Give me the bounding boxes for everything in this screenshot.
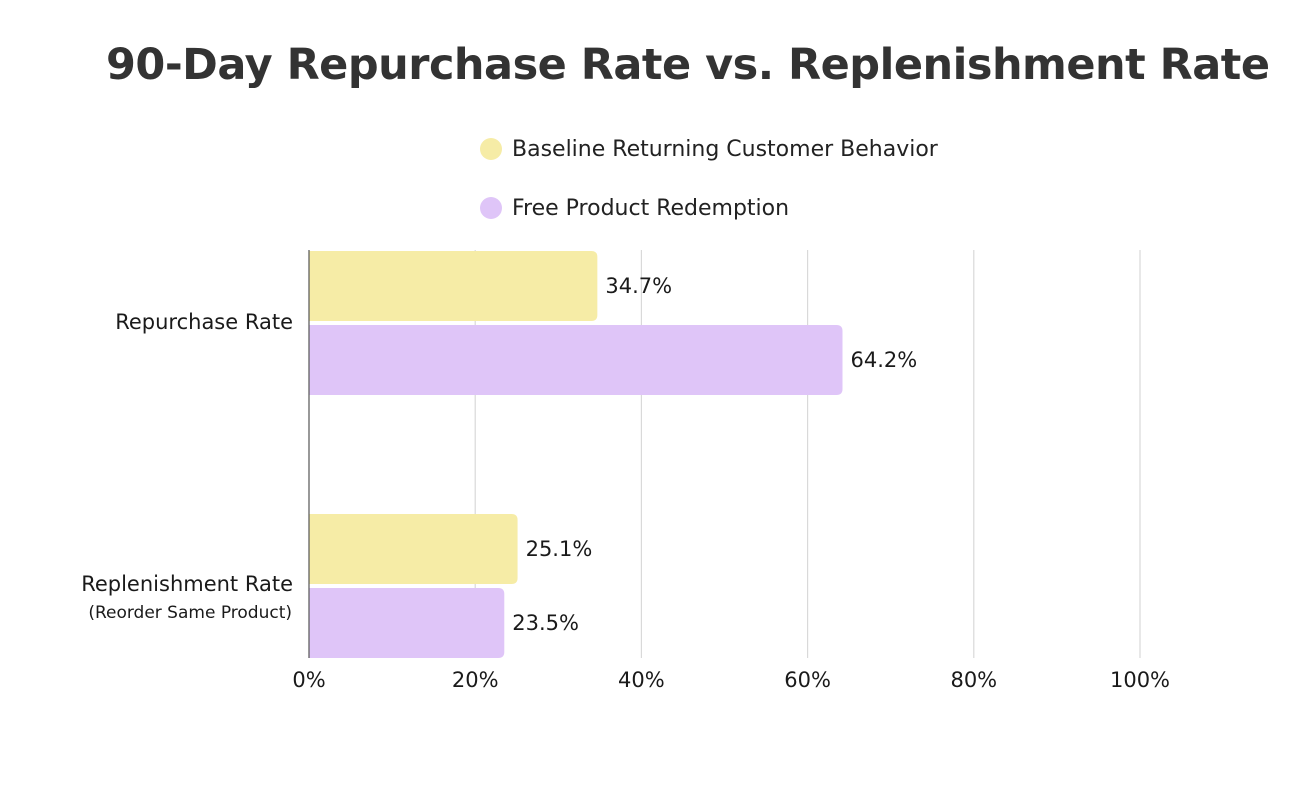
legend-item-free-product: Free Product Redemption — [480, 193, 789, 223]
x-tick-label-100: 100% — [1110, 668, 1170, 692]
x-tick-label-40: 40% — [618, 668, 665, 692]
x-tick-label-20: 20% — [452, 668, 499, 692]
legend-swatch-baseline — [480, 138, 502, 160]
data-label-baseline-repurchase: 34.7% — [605, 274, 672, 298]
category-label-repurchase: Repurchase Rate — [115, 310, 293, 334]
data-label-free-product-replenishment: 23.5% — [512, 611, 579, 635]
bar-free-product-repurchase — [309, 325, 843, 395]
legend-swatch-free-product — [480, 197, 502, 219]
bar-free-product-replenishment — [309, 588, 505, 658]
legend-label-free-product: Free Product Redemption — [512, 195, 790, 221]
x-tick-label-0: 0% — [292, 668, 325, 692]
chart-title: 90-Day Repurchase Rate vs. Replenishment… — [106, 40, 1270, 90]
category-label-replenishment: Replenishment Rate — [81, 572, 293, 596]
data-label-baseline-replenishment: 25.1% — [526, 537, 593, 561]
bar-baseline-replenishment — [309, 514, 518, 584]
category-sublabel-replenishment: (Reorder Same Product) — [88, 603, 292, 623]
x-tick-label-80: 80% — [950, 668, 997, 692]
bar-baseline-repurchase — [309, 251, 598, 321]
data-label-free-product-repurchase: 64.2% — [851, 348, 918, 372]
x-tick-label-60: 60% — [784, 668, 831, 692]
legend-label-baseline: Baseline Returning Customer Behavior — [512, 136, 938, 162]
legend-item-baseline: Baseline Returning Customer Behavior — [480, 134, 938, 164]
